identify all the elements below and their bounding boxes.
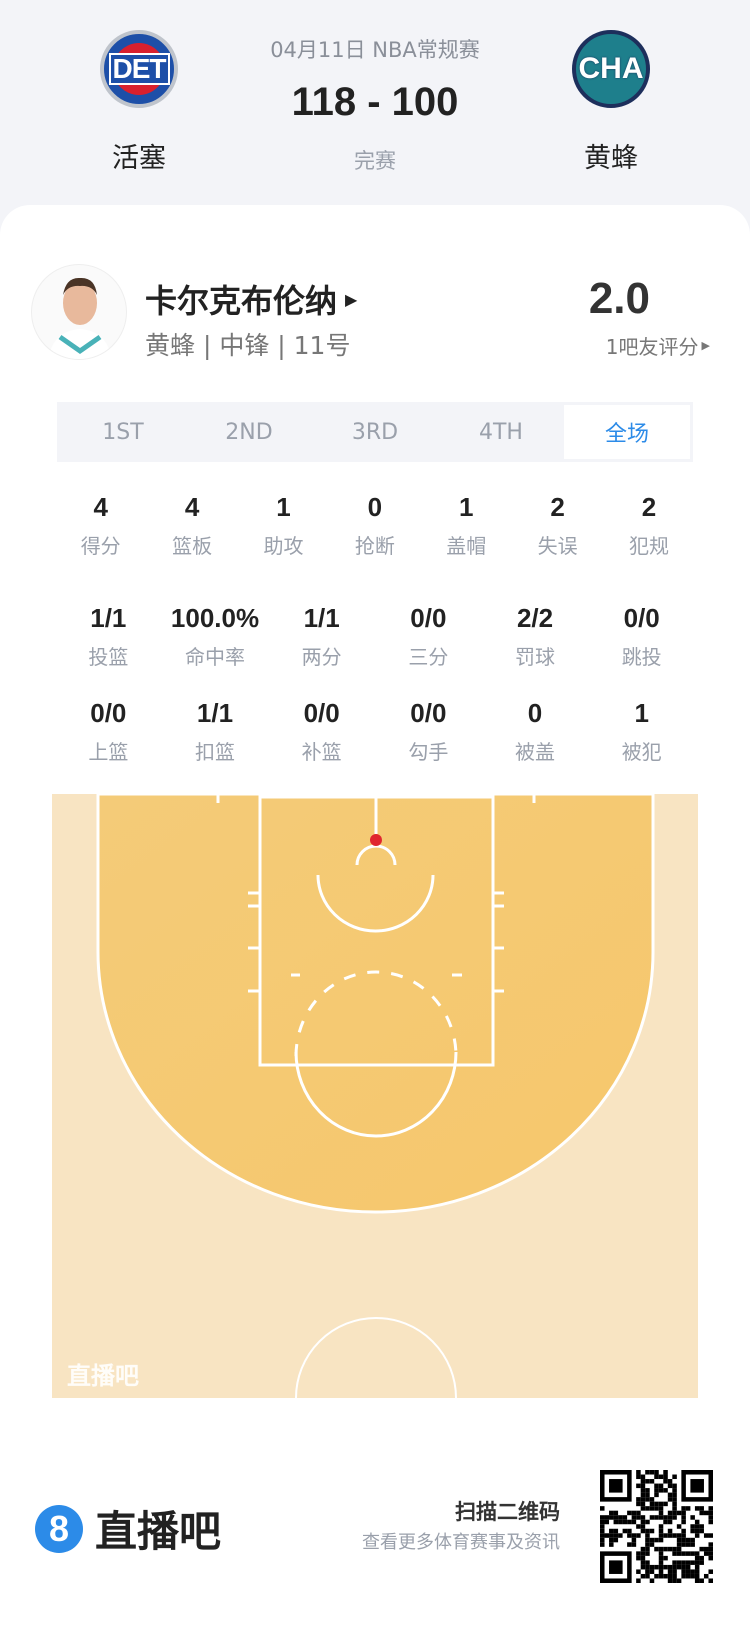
fan-rating-label: 1吧友评分 xyxy=(605,335,699,359)
free-throw-dashed-arc xyxy=(294,970,458,1057)
stat-label: 三分 xyxy=(408,645,449,669)
stat-value: 100.0% xyxy=(170,603,260,633)
home-team-name[interactable]: 活塞 xyxy=(112,143,166,174)
stat-value: 1/1 xyxy=(196,698,234,728)
shot-chart-court: 直播吧 xyxy=(52,792,698,1399)
period-tabs: 1ST 2ND 3RD 4TH 全场 xyxy=(57,402,693,462)
stat-value: 2/2 xyxy=(516,603,554,633)
stat-1: 100.0% 命中率 xyxy=(162,603,269,670)
stat-label: 罚球 xyxy=(515,645,556,669)
stat-2: 0/0 补篮 xyxy=(268,698,375,765)
fan-rating-link[interactable]: 1吧友评分 ▶ xyxy=(606,331,710,360)
stat-label: 抢断 xyxy=(354,534,395,558)
stat-value: 0/0 xyxy=(90,698,127,728)
away-team-name[interactable]: 黄蜂 xyxy=(584,143,638,174)
caret-right-icon: ▶ xyxy=(701,339,710,352)
stat-label: 扣篮 xyxy=(195,740,235,764)
stat-label: 失误 xyxy=(537,534,578,558)
qr-code[interactable] xyxy=(600,1470,713,1583)
stat-4: 1 盖帽 xyxy=(421,492,512,559)
stat-label: 盖帽 xyxy=(446,534,487,558)
stat-value: 0 xyxy=(367,492,383,522)
stat-3: 0/0 勾手 xyxy=(375,698,482,765)
stat-1: 1/1 扣篮 xyxy=(162,698,269,765)
stats-row-shooting: 1/1 投篮 100.0% 命中率 1/1 两分 0/0 三分 2/2 罚球 0/0 跳投 xyxy=(55,603,695,670)
stat-value: 1/1 xyxy=(90,603,127,633)
brand-name: 直播吧 xyxy=(95,1507,222,1556)
shot-marker-made[interactable] xyxy=(370,834,382,846)
stat-value: 0/0 xyxy=(303,698,340,728)
stat-label: 犯规 xyxy=(629,534,670,558)
stat-value: 0 xyxy=(527,698,543,728)
stat-label: 命中率 xyxy=(185,645,245,669)
stat-label: 投篮 xyxy=(88,645,129,669)
stat-value: 1 xyxy=(634,698,649,728)
player-info: 黄蜂 | 中锋 | 11号 xyxy=(145,331,351,360)
stat-value: 0/0 xyxy=(410,603,447,633)
player-rating: 2.0 xyxy=(588,274,650,323)
tab-2nd[interactable]: 2ND xyxy=(225,419,273,445)
stat-value: 2 xyxy=(550,492,565,522)
stat-2: 1/1 两分 xyxy=(268,603,375,670)
stat-label: 跳投 xyxy=(621,645,662,669)
stat-value: 0/0 xyxy=(623,603,660,633)
stat-label: 上篮 xyxy=(88,740,129,764)
scan-qr-subtitle: 查看更多体育赛事及资讯 xyxy=(362,1532,560,1553)
det-team-logo[interactable]: DET xyxy=(100,30,178,108)
stat-4: 2/2 罚球 xyxy=(482,603,589,670)
stat-5: 0/0 跳投 xyxy=(588,603,695,670)
caret-right-icon: ▶ xyxy=(345,289,358,309)
stat-value: 2 xyxy=(641,492,657,522)
player-name-link[interactable]: 卡尔克布伦纳 ▶ xyxy=(145,276,357,322)
stat-label: 被犯 xyxy=(621,740,662,764)
stat-0: 0/0 上篮 xyxy=(55,698,162,765)
tab-3rd[interactable]: 3RD xyxy=(351,419,399,445)
stat-label: 两分 xyxy=(301,645,342,669)
stat-value: 4 xyxy=(93,492,108,522)
game-score: 118 - 100 xyxy=(291,80,459,124)
stat-value: 0/0 xyxy=(410,698,447,728)
stat-label: 勾手 xyxy=(408,740,449,764)
stat-label: 被盖 xyxy=(515,740,556,764)
brand-8-icon: 8 xyxy=(35,1504,83,1553)
player-name: 卡尔克布伦纳 xyxy=(145,282,338,320)
stat-label: 补篮 xyxy=(301,740,342,764)
stat-3: 0/0 三分 xyxy=(375,603,482,670)
game-date: 04月11日 NBA常规赛 xyxy=(270,38,480,62)
tab-4th[interactable]: 4TH xyxy=(479,419,523,445)
stat-0: 4 得分 xyxy=(55,492,146,559)
stat-1: 4 篮板 xyxy=(146,492,237,559)
stat-5: 1 被犯 xyxy=(588,698,695,765)
stats-row-shot-types: 0/0 上篮 1/1 扣篮 0/0 补篮 0/0 勾手 0 被盖 1 被犯 xyxy=(55,698,695,765)
center-circle xyxy=(295,1317,457,1399)
brand-logo: 8 直播吧 xyxy=(35,1498,221,1559)
court-watermark: 直播吧 xyxy=(67,1362,139,1390)
stat-4: 0 被盖 xyxy=(482,698,589,765)
player-avatar[interactable] xyxy=(31,264,127,360)
stats-row-basic: 4 得分 4 篮板 1 助攻 0 抢断 1 盖帽 2 失误 2 犯规 xyxy=(55,492,695,559)
stat-6: 2 犯规 xyxy=(603,492,694,559)
cha-team-logo[interactable]: CHA xyxy=(572,30,650,108)
stat-label: 篮板 xyxy=(172,534,213,558)
stat-value: 1/1 xyxy=(303,603,340,633)
scan-qr-label: 扫描二维码 xyxy=(455,1500,560,1524)
stat-2: 1 助攻 xyxy=(238,492,329,559)
stat-label: 助攻 xyxy=(263,534,304,558)
stat-0: 1/1 投篮 xyxy=(55,603,162,670)
tab-full-game[interactable]: 全场 xyxy=(564,405,690,459)
three-point-line xyxy=(96,792,655,1214)
stat-3: 0 抢断 xyxy=(329,492,420,559)
stat-value: 4 xyxy=(184,492,200,522)
game-status: 完赛 xyxy=(354,149,396,173)
stat-value: 1 xyxy=(459,492,474,522)
stat-5: 2 失误 xyxy=(512,492,603,559)
stat-value: 1 xyxy=(276,492,291,522)
stat-label: 得分 xyxy=(80,534,121,558)
tab-1st[interactable]: 1ST xyxy=(102,419,144,445)
free-throw-solid-arc xyxy=(294,1051,458,1138)
